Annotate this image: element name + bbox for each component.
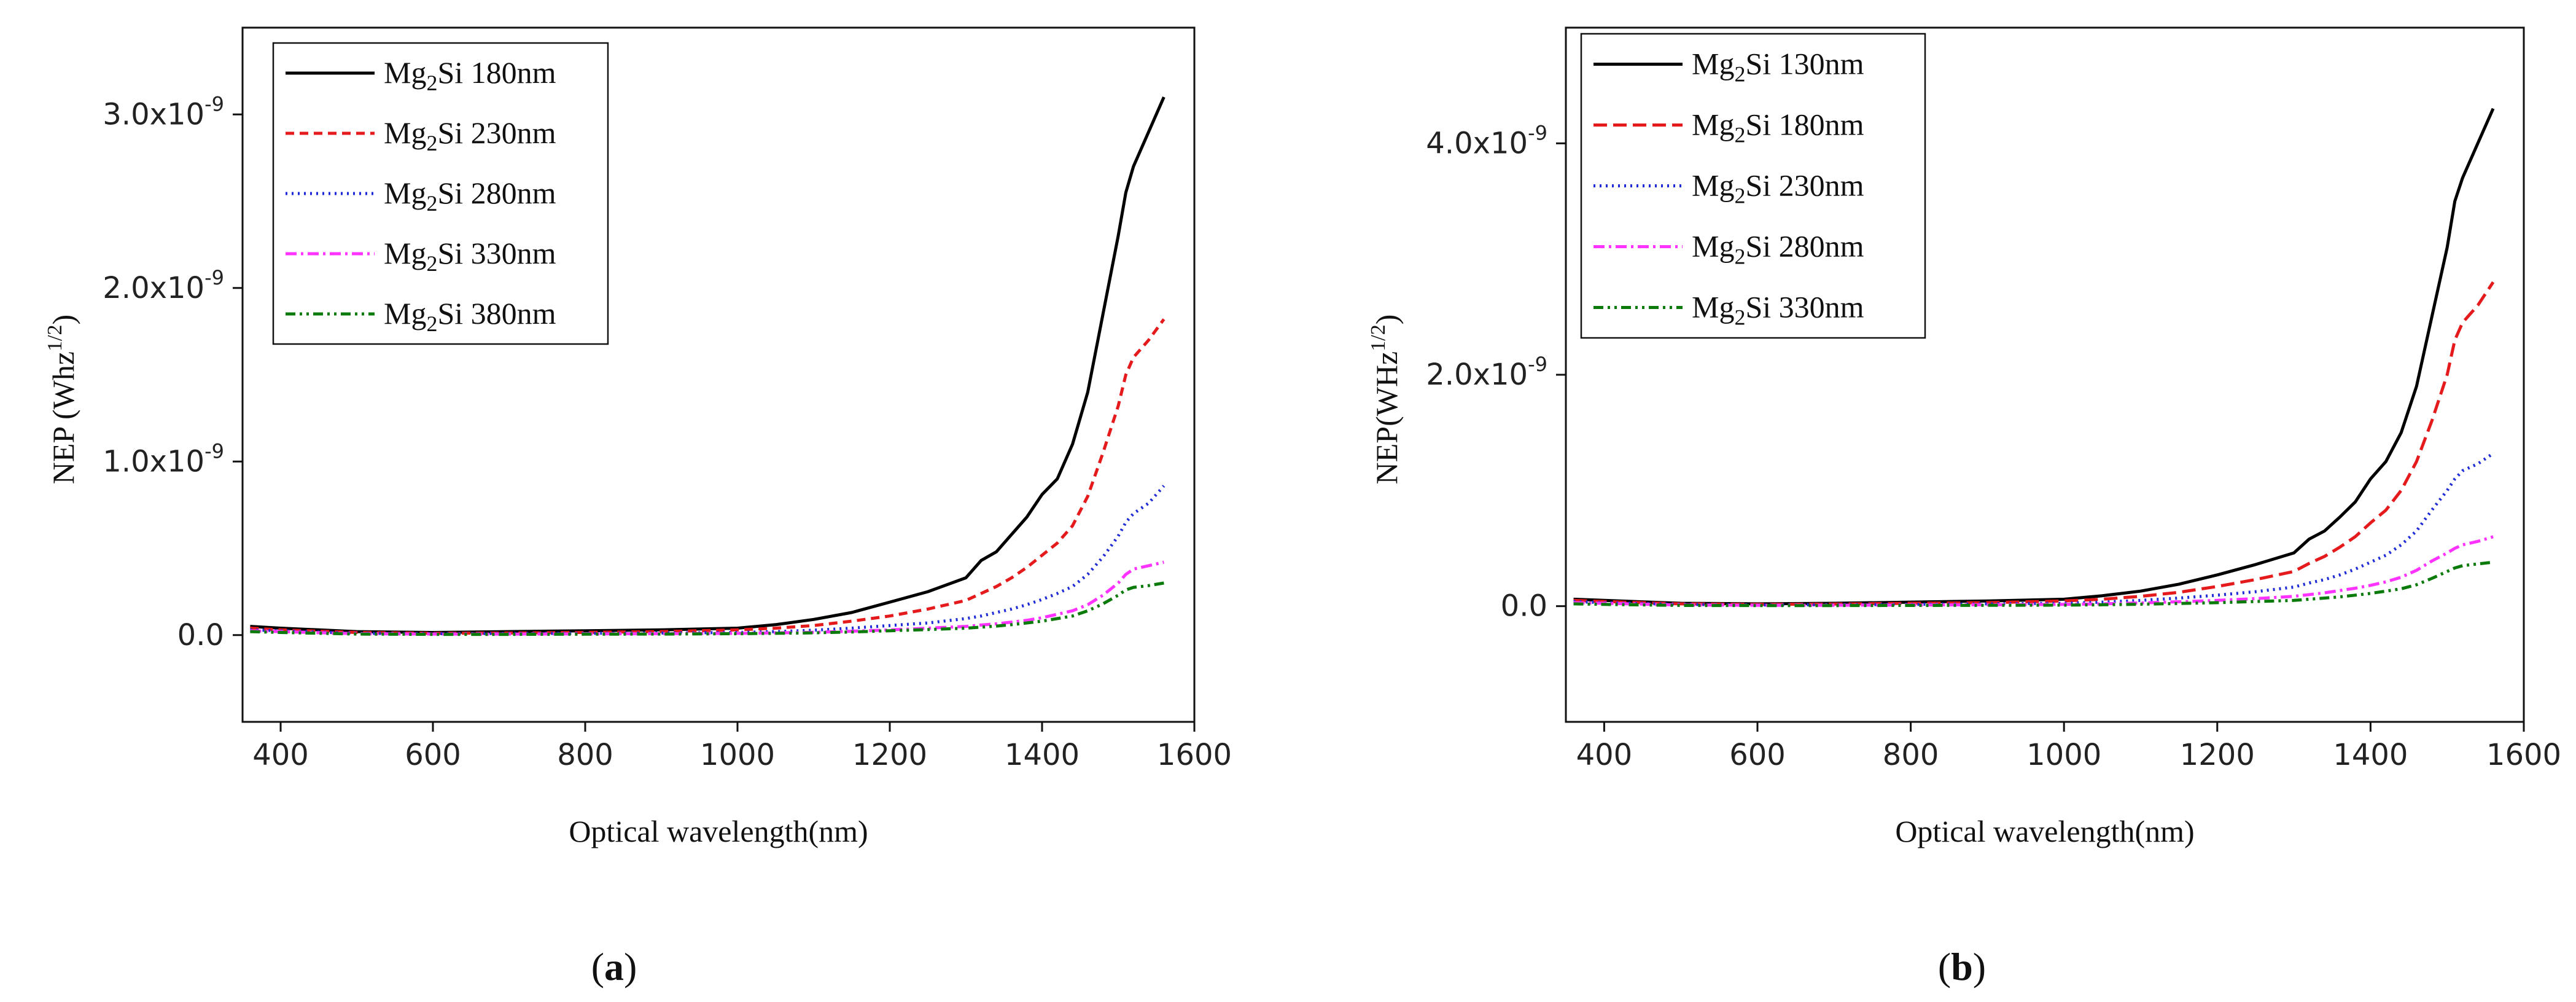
legend-entry-4: Mg2Si 330nm — [1692, 290, 1864, 330]
series-line-2 — [1573, 452, 2494, 607]
x-tick-label-2: 800 — [1883, 738, 1939, 772]
x-tick-label-1: 600 — [405, 738, 461, 772]
x-tick-label-0: 400 — [1576, 738, 1633, 772]
legend: Mg2Si 180nm Mg2Si 230nm Mg2Si 280nm Mg2Si 3… — [272, 42, 609, 345]
y-tick-label-1: 1.0x10-9 — [103, 439, 224, 479]
x-tick-label-3: 1000 — [700, 738, 775, 772]
legend-entry-3: Mg2Si 280nm — [1692, 229, 1864, 269]
series-line-3 — [250, 560, 1164, 636]
y-axis-title: NEP (Whz1/2) — [44, 315, 80, 484]
series-line-4 — [1573, 560, 2494, 608]
series-line-4 — [250, 581, 1164, 636]
y-axis-title: NEP(WHz1/2) — [1367, 315, 1404, 485]
panel-label-b: (b) — [1938, 945, 1986, 988]
x-tick-label-1: 600 — [1729, 738, 1786, 772]
x-axis-title: Optical wavelength(nm) — [569, 814, 868, 848]
plot-frame — [241, 26, 1196, 723]
panel-label-a: (a) — [591, 945, 637, 988]
series-line-0 — [250, 96, 1165, 634]
series-line-1 — [1573, 281, 2495, 606]
series-line-2 — [250, 485, 1165, 635]
x-tick-label-2: 800 — [557, 738, 613, 772]
y-tick-label-3: 3.0x10-9 — [103, 92, 224, 131]
legend-entry-1: Mg2Si 180nm — [1692, 108, 1864, 147]
x-tick-label-5: 1400 — [2333, 738, 2408, 772]
x-tick-label-4: 1200 — [852, 738, 927, 772]
series-line-1 — [250, 318, 1165, 635]
chart-panel-b: 400 600 800 1000 1200 1400 1600 0.0 2.0x10-9 4.0x… — [1367, 26, 2561, 988]
y-tick-label-0: 0.0 — [177, 618, 224, 652]
series-line-3 — [1573, 535, 2494, 607]
x-tick-label-3: 1000 — [2026, 738, 2101, 772]
legend-entry-2: Mg2Si 280nm — [384, 176, 556, 216]
x-tick-label-5: 1400 — [1005, 738, 1080, 772]
legend-entry-4: Mg2Si 380nm — [384, 296, 556, 336]
x-axis-title: Optical wavelength(nm) — [1895, 814, 2194, 848]
chart-panel-a: 400 600 800 1000 1200 1400 1600 0.0 1.0x10-9 2.0x… — [44, 26, 1232, 988]
legend-box — [1580, 33, 1926, 339]
y-tick-label-2: 4.0x10-9 — [1426, 121, 1547, 160]
y-tick-label-2: 2.0x10-9 — [103, 266, 224, 305]
y-tick-label-1: 2.0x10-9 — [1426, 353, 1547, 392]
legend: Mg2Si 130nm Mg2Si 180nm Mg2Si 230nm Mg2Si 2… — [1580, 33, 1926, 339]
legend-entry-3: Mg2Si 330nm — [384, 236, 556, 276]
x-tick-label-0: 400 — [252, 738, 309, 772]
legend-entry-0: Mg2Si 130nm — [1692, 47, 1864, 87]
y-tick-label-0: 0.0 — [1501, 589, 1547, 624]
x-tick-label-6: 1600 — [1157, 738, 1232, 772]
x-tick-label-4: 1200 — [2180, 738, 2255, 772]
legend-entry-2: Mg2Si 230nm — [1692, 168, 1864, 208]
x-tick-label-6: 1600 — [2486, 738, 2561, 772]
legend-entry-0: Mg2Si 180nm — [384, 55, 556, 95]
legend-entry-1: Mg2Si 230nm — [384, 115, 556, 155]
